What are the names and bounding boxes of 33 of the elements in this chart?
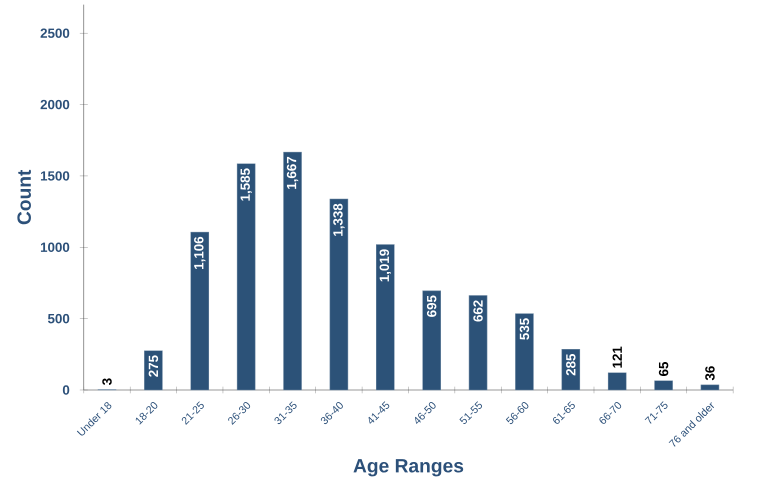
data-label: 662 (473, 300, 483, 322)
y-tick-label: 2500 (40, 28, 70, 38)
y-tick-label: 1500 (40, 171, 70, 181)
data-label: 535 (520, 318, 530, 340)
y-tick-label: 1000 (40, 242, 70, 252)
data-label: 65 (658, 362, 668, 376)
data-label: 121 (612, 346, 622, 368)
bar (236, 164, 256, 390)
y-tick-label: 500 (48, 314, 70, 324)
data-label: 275 (148, 355, 158, 377)
data-label: 1,667 (286, 156, 298, 189)
data-label: 3 (102, 378, 112, 385)
data-label: 1,585 (240, 168, 252, 201)
x-axis-title: Age Ranges (353, 459, 464, 476)
data-label: 695 (426, 295, 436, 317)
data-label: 1,019 (380, 249, 391, 282)
data-label: 1,106 (194, 236, 206, 269)
data-label: 36 (705, 366, 715, 380)
bar (283, 152, 302, 390)
y-axis-title: Count (17, 170, 31, 224)
bar (330, 198, 348, 390)
y-tick-label: 0 (62, 385, 70, 395)
bar (515, 313, 534, 390)
bar (422, 290, 441, 390)
bar (700, 384, 720, 390)
data-label: 285 (566, 354, 576, 376)
bar (468, 295, 488, 390)
bar (376, 244, 395, 390)
y-tick-label: 2000 (40, 100, 70, 110)
bar (190, 232, 210, 390)
bar (608, 372, 626, 390)
data-label: 1,338 (333, 204, 345, 236)
bar (654, 380, 673, 390)
